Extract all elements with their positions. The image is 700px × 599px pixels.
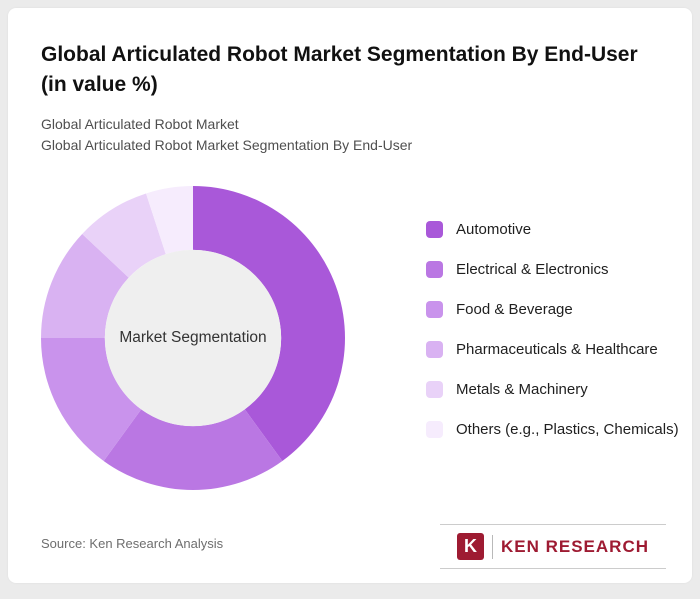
logo-separator-icon bbox=[491, 534, 493, 559]
donut-center-circle bbox=[104, 249, 282, 427]
legend-item-3: Pharmaceuticals & Healthcare bbox=[426, 340, 688, 360]
legend-swatch-icon bbox=[426, 381, 443, 398]
page-title: Global Articulated Robot Market Segmenta… bbox=[41, 43, 638, 96]
legend-swatch-icon bbox=[426, 341, 443, 358]
legend-label: Food & Beverage bbox=[456, 301, 573, 318]
legend-label: Metals & Machinery bbox=[456, 381, 588, 398]
legend-label: Pharmaceuticals & Healthcare bbox=[456, 341, 658, 358]
donut-segment-3 bbox=[41, 233, 129, 338]
legend-label: Others (e.g., Plastics, Chemicals) bbox=[456, 421, 679, 438]
donut-chart: Market Segmentation bbox=[41, 186, 345, 490]
ken-research-logo: K KEN RESEARCH bbox=[440, 524, 666, 569]
legend-swatch-icon bbox=[426, 221, 443, 238]
legend-item-5: Others (e.g., Plastics, Chemicals) bbox=[426, 420, 688, 440]
source-note: Source: Ken Research Analysis bbox=[41, 536, 224, 551]
ken-research-logo-mark: K bbox=[456, 533, 484, 560]
legend-item-4: Metals & Machinery bbox=[426, 380, 688, 400]
ken-research-logo-text: KEN RESEARCH bbox=[500, 536, 650, 556]
legend-item-0: Automotive bbox=[426, 220, 688, 240]
chart-card: Global Articulated Robot Market Segmenta… bbox=[8, 8, 692, 583]
donut-segment-5 bbox=[146, 186, 193, 255]
legend-label: Automotive bbox=[456, 221, 532, 238]
legend-swatch-icon bbox=[426, 301, 443, 318]
chart-legend: Automotive Electrical & Electronics Food &… bbox=[426, 220, 688, 460]
legend-swatch-icon bbox=[426, 261, 443, 278]
legend-item-1: Electrical & Electronics bbox=[426, 260, 688, 280]
subtitle-line-2: Global Articulated Robot Market Segmenta… bbox=[41, 137, 413, 153]
legend-item-2: Food & Beverage bbox=[426, 300, 688, 320]
donut-segment-4 bbox=[82, 193, 166, 278]
donut-segment-0 bbox=[193, 186, 345, 461]
chart-subtitle: Global Articulated Robot Market Global A… bbox=[41, 114, 412, 156]
legend-swatch-icon bbox=[426, 421, 443, 438]
donut-segment-1 bbox=[103, 409, 283, 490]
subtitle-line-1: Global Articulated Robot Market bbox=[41, 116, 239, 132]
donut-segment-2 bbox=[41, 338, 142, 461]
legend-label: Electrical & Electronics bbox=[456, 261, 609, 278]
donut-svg bbox=[41, 186, 345, 490]
